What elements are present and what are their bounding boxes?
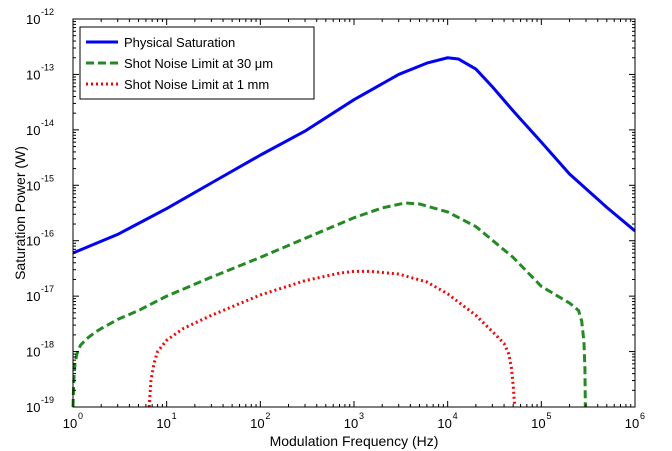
y-tick-label-exponent: -12	[41, 7, 54, 17]
y-tick-label-base: 10	[26, 178, 40, 193]
x-tick-label-base: 10	[437, 416, 451, 431]
y-axis-label: Saturation Power (W)	[12, 146, 28, 280]
x-tick-label-exponent: 6	[640, 411, 645, 421]
x-axis-label: Modulation Frequency (Hz)	[270, 433, 439, 449]
y-tick-label-base: 10	[26, 400, 40, 415]
legend-box	[79, 26, 315, 100]
series-line-physical-saturation	[72, 56, 636, 255]
plot-frame	[72, 18, 636, 408]
x-tick-label-exponent: 1	[172, 411, 177, 421]
plot-area	[71, 56, 636, 408]
y-tick-label-exponent: -15	[41, 173, 54, 183]
y-tick-label-exponent: -13	[41, 62, 54, 72]
y-tick-label-exponent: -16	[41, 229, 54, 239]
y-tick-label-exponent: -17	[41, 284, 54, 294]
y-tick-label-base: 10	[26, 12, 40, 27]
x-tick-label-base: 10	[344, 416, 358, 431]
x-tick-label-base: 10	[625, 416, 639, 431]
x-tick-label-exponent: 2	[265, 411, 270, 421]
y-tick-label-base: 10	[26, 123, 40, 138]
y-tick-label-exponent: -14	[41, 118, 54, 128]
x-tick-label-exponent: 0	[78, 411, 83, 421]
legend-label-shot-noise-30um: Shot Noise Limit at 30 μm	[124, 56, 273, 71]
y-tick-label-base: 10	[26, 234, 40, 249]
x-tick-label-base: 10	[250, 416, 264, 431]
x-tick-label-exponent: 3	[359, 411, 364, 421]
y-tick-label-base: 10	[26, 345, 40, 360]
legend: Physical Saturation Shot Noise Limit at …	[79, 26, 315, 100]
x-tick-label-base: 10	[531, 416, 545, 431]
legend-label-shot-noise-1mm: Shot Noise Limit at 1 mm	[124, 77, 269, 92]
y-tick-label-exponent: -18	[41, 340, 54, 350]
series-line-shot-noise-limit-at-1-mm	[147, 269, 517, 408]
y-tick-label-exponent: -19	[41, 395, 54, 405]
x-tick-label-base: 10	[63, 416, 77, 431]
series-line-shot-noise-limit-at-30-m	[71, 201, 587, 408]
x-tick-label-exponent: 5	[546, 411, 551, 421]
y-tick-label-base: 10	[26, 289, 40, 304]
legend-label-physical-saturation: Physical Saturation	[124, 35, 235, 50]
x-tick-label-base: 10	[156, 416, 170, 431]
y-tick-label-base: 10	[26, 67, 40, 82]
x-tick-label-exponent: 4	[453, 411, 458, 421]
